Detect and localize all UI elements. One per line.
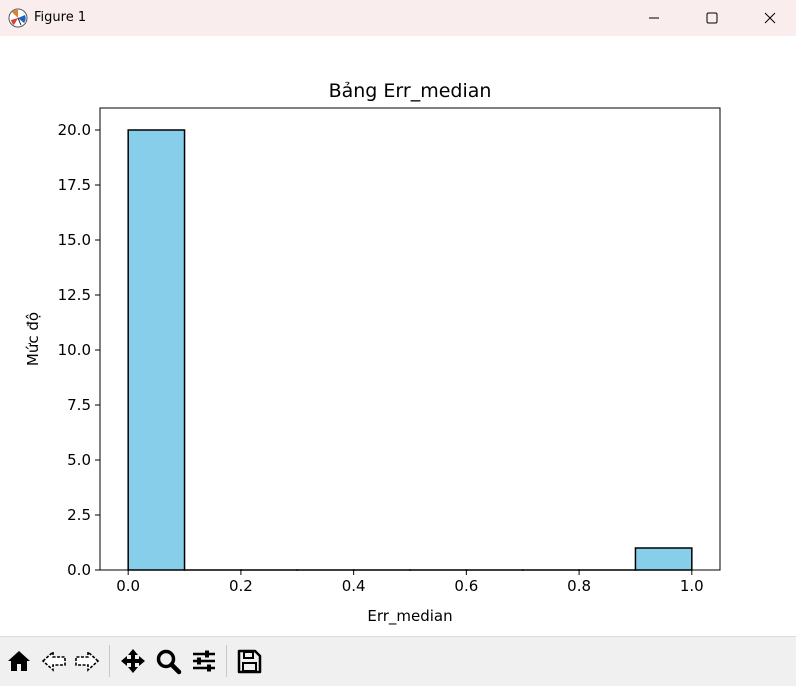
chart-title: Bảng Err_median bbox=[329, 80, 492, 102]
x-tick-label: 0.0 bbox=[116, 577, 140, 595]
y-tick-label: 2.5 bbox=[67, 506, 91, 524]
x-tick-label: 0.6 bbox=[454, 577, 478, 595]
navigation-toolbar bbox=[0, 636, 796, 686]
maximize-icon bbox=[706, 12, 718, 24]
y-tick-label: 17.5 bbox=[58, 176, 91, 194]
forward-button[interactable] bbox=[72, 646, 102, 676]
zoom-button[interactable] bbox=[153, 646, 183, 676]
pan-button[interactable] bbox=[118, 646, 148, 676]
y-tick-label: 7.5 bbox=[67, 396, 91, 414]
home-button[interactable] bbox=[4, 646, 34, 676]
y-tick-label: 12.5 bbox=[58, 286, 91, 304]
y-tick-label: 10.0 bbox=[58, 341, 91, 359]
maximize-button[interactable] bbox=[683, 0, 741, 36]
matplotlib-app-icon bbox=[8, 8, 28, 28]
back-button[interactable] bbox=[39, 646, 69, 676]
x-tick-label: 1.0 bbox=[680, 577, 704, 595]
minimize-button[interactable] bbox=[625, 0, 683, 36]
figure-canvas[interactable]: Bảng Err_median 0.0 0.2 0.4 0.6 0.8 1.0 0.0 2.… bbox=[0, 36, 796, 636]
home-icon bbox=[5, 647, 33, 675]
toolbar-separator bbox=[109, 645, 110, 677]
configure-subplots-button[interactable] bbox=[189, 646, 219, 676]
toolbar-separator bbox=[226, 645, 227, 677]
x-tick-label: 0.8 bbox=[567, 577, 591, 595]
x-tick-label: 0.4 bbox=[342, 577, 366, 595]
back-arrow-icon bbox=[40, 647, 68, 675]
save-icon bbox=[235, 647, 263, 675]
y-tick-label: 0.0 bbox=[67, 561, 91, 579]
x-axis-label: Err_median bbox=[367, 607, 452, 626]
window-titlebar: Figure 1 bbox=[0, 0, 796, 36]
y-axis-label: Mức độ bbox=[24, 312, 42, 366]
histogram-chart: Bảng Err_median 0.0 0.2 0.4 0.6 0.8 1.0 0.0 2.… bbox=[0, 36, 796, 636]
y-tick-label: 15.0 bbox=[58, 231, 91, 249]
y-tick-label: 20.0 bbox=[58, 121, 91, 139]
close-button[interactable] bbox=[741, 0, 796, 36]
histogram-bar bbox=[128, 130, 184, 570]
plot-frame bbox=[100, 108, 720, 570]
save-button[interactable] bbox=[234, 646, 264, 676]
minimize-icon bbox=[648, 12, 660, 24]
close-icon bbox=[764, 12, 776, 24]
zoom-icon bbox=[154, 647, 182, 675]
configure-subplots-icon bbox=[190, 647, 218, 675]
pan-icon bbox=[119, 647, 147, 675]
histogram-bar bbox=[635, 548, 691, 570]
window-title: Figure 1 bbox=[34, 0, 86, 36]
y-tick-label: 5.0 bbox=[67, 451, 91, 469]
forward-arrow-icon bbox=[73, 647, 101, 675]
x-tick-label: 0.2 bbox=[229, 577, 253, 595]
